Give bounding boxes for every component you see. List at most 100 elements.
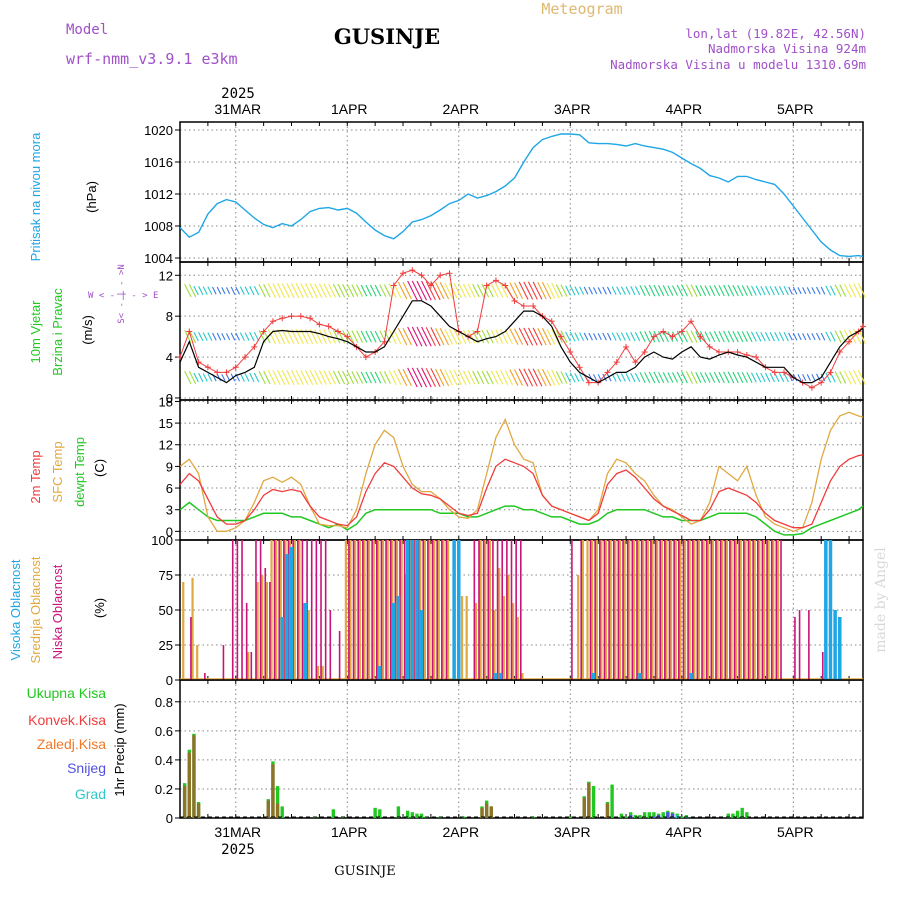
gust-marker	[492, 277, 499, 284]
wind-barb	[834, 371, 842, 384]
wind-barb	[216, 286, 222, 295]
wind-barb	[379, 371, 387, 384]
high-cloud-bar	[638, 673, 642, 680]
ytick-label-1: 1008	[144, 219, 173, 234]
low-cloud-bar	[668, 540, 671, 680]
wind-barb	[834, 330, 842, 343]
wind-barb	[816, 373, 821, 382]
gust-marker	[669, 333, 676, 340]
wind-barb	[323, 370, 332, 385]
wind-barb	[634, 285, 641, 296]
temperature-panel: 0 3 6 9 12 15 18	[159, 394, 864, 541]
ytick-label-0: 1004	[144, 251, 173, 266]
mid-cloud-bar	[493, 610, 496, 680]
low-cloud-bar	[747, 540, 750, 680]
precip-bar-konvekkisa	[192, 735, 196, 818]
low-cloud-bar	[357, 540, 359, 680]
cloud-legend-mid: Srednja Oblacnost	[28, 556, 43, 663]
wind-barb	[820, 286, 826, 295]
top-day-label-5: 5APR	[777, 101, 814, 117]
mid-cloud-bar	[502, 596, 505, 680]
precip-bar-konvekkisa	[196, 803, 201, 818]
low-cloud-bar	[296, 540, 299, 680]
wind-barb	[467, 370, 476, 385]
bottom-day-label-3: 3APR	[554, 824, 591, 840]
bottom-day-label-5: 5APR	[777, 824, 814, 840]
wind-barb	[309, 370, 318, 385]
wind-barb	[778, 331, 785, 342]
precip-bar-konvekkisa	[182, 786, 187, 818]
wind-barb	[630, 372, 636, 383]
bottom-day-labels: 31MAR 1APR 2APR 3APR 4APR 5APR	[214, 824, 813, 840]
wind-barb	[778, 285, 785, 296]
mid-cloud-bar	[400, 540, 403, 680]
wind-barb	[314, 283, 323, 298]
wind-barb	[829, 331, 836, 342]
mid-cloud-bar	[614, 540, 617, 680]
precip-bar-ukupnakisa	[661, 812, 665, 818]
wind-barb	[188, 283, 197, 298]
wind-barb	[546, 328, 556, 345]
wind-barb	[481, 329, 490, 344]
wind-barb	[667, 285, 674, 296]
wind-barb	[383, 284, 391, 297]
high-cloud-bar	[419, 610, 424, 680]
wind-barb	[476, 329, 485, 344]
wind-barb	[537, 327, 547, 346]
wind-barb	[500, 283, 509, 299]
wind-barb	[225, 333, 231, 341]
wind-barb	[225, 374, 231, 381]
footer-station-name: GUSINJE	[334, 864, 395, 879]
wind-barb	[448, 369, 458, 386]
wind-barb	[583, 286, 589, 295]
wind-barb	[486, 283, 494, 298]
wind-barb	[500, 370, 509, 385]
high-cloud-bar	[833, 610, 837, 680]
precip-bar-ukupnakisa	[396, 806, 401, 818]
wind-barb	[435, 281, 445, 300]
wind-barb	[806, 374, 811, 381]
mid-cloud-bar	[270, 540, 273, 680]
wind-barb	[263, 283, 271, 298]
mid-cloud-bar	[256, 582, 259, 680]
wind-barb	[718, 331, 725, 343]
pressure-panel: 1004 1008 1012 1016 1020	[144, 121, 864, 266]
wind-barb	[244, 286, 250, 295]
gust-marker	[548, 318, 555, 325]
low-cloud-bar	[691, 540, 694, 680]
wind-barb	[453, 283, 462, 299]
wind-barb	[727, 284, 735, 297]
wind-barb	[365, 330, 372, 343]
wind-barb	[644, 372, 651, 383]
wind-barb	[486, 370, 494, 385]
wind-barb	[188, 329, 197, 344]
wind-barb	[658, 372, 665, 383]
wind-barb	[323, 283, 332, 298]
low-cloud-bar	[705, 540, 708, 680]
gust-marker	[623, 343, 630, 350]
wind-barb	[727, 330, 735, 343]
low-cloud-bar	[478, 540, 480, 680]
wind-barb	[230, 332, 236, 341]
wind-barb	[848, 370, 857, 385]
wind-barb	[328, 370, 336, 385]
low-cloud-bar	[436, 540, 438, 680]
precip-bar-ukupnakisa	[735, 810, 740, 818]
wind-barb	[565, 331, 571, 342]
low-cloud-bar	[654, 540, 657, 680]
gust-marker	[446, 270, 453, 277]
precip-panel: 0 0.2 0.4 0.6 0.8	[155, 679, 864, 826]
high-cloud-bar	[689, 673, 693, 680]
wind-barb	[839, 371, 847, 384]
wind-barb	[291, 370, 300, 385]
gust-marker	[186, 328, 193, 335]
wind-barb	[630, 331, 636, 342]
mid-cloud-bar	[279, 540, 282, 680]
wind-barb	[811, 374, 816, 381]
wind-barb	[541, 368, 552, 387]
wind-barb	[718, 285, 725, 297]
wind-barb	[421, 367, 432, 388]
mid-cloud-bar	[182, 582, 185, 680]
wind-barb	[616, 373, 622, 382]
